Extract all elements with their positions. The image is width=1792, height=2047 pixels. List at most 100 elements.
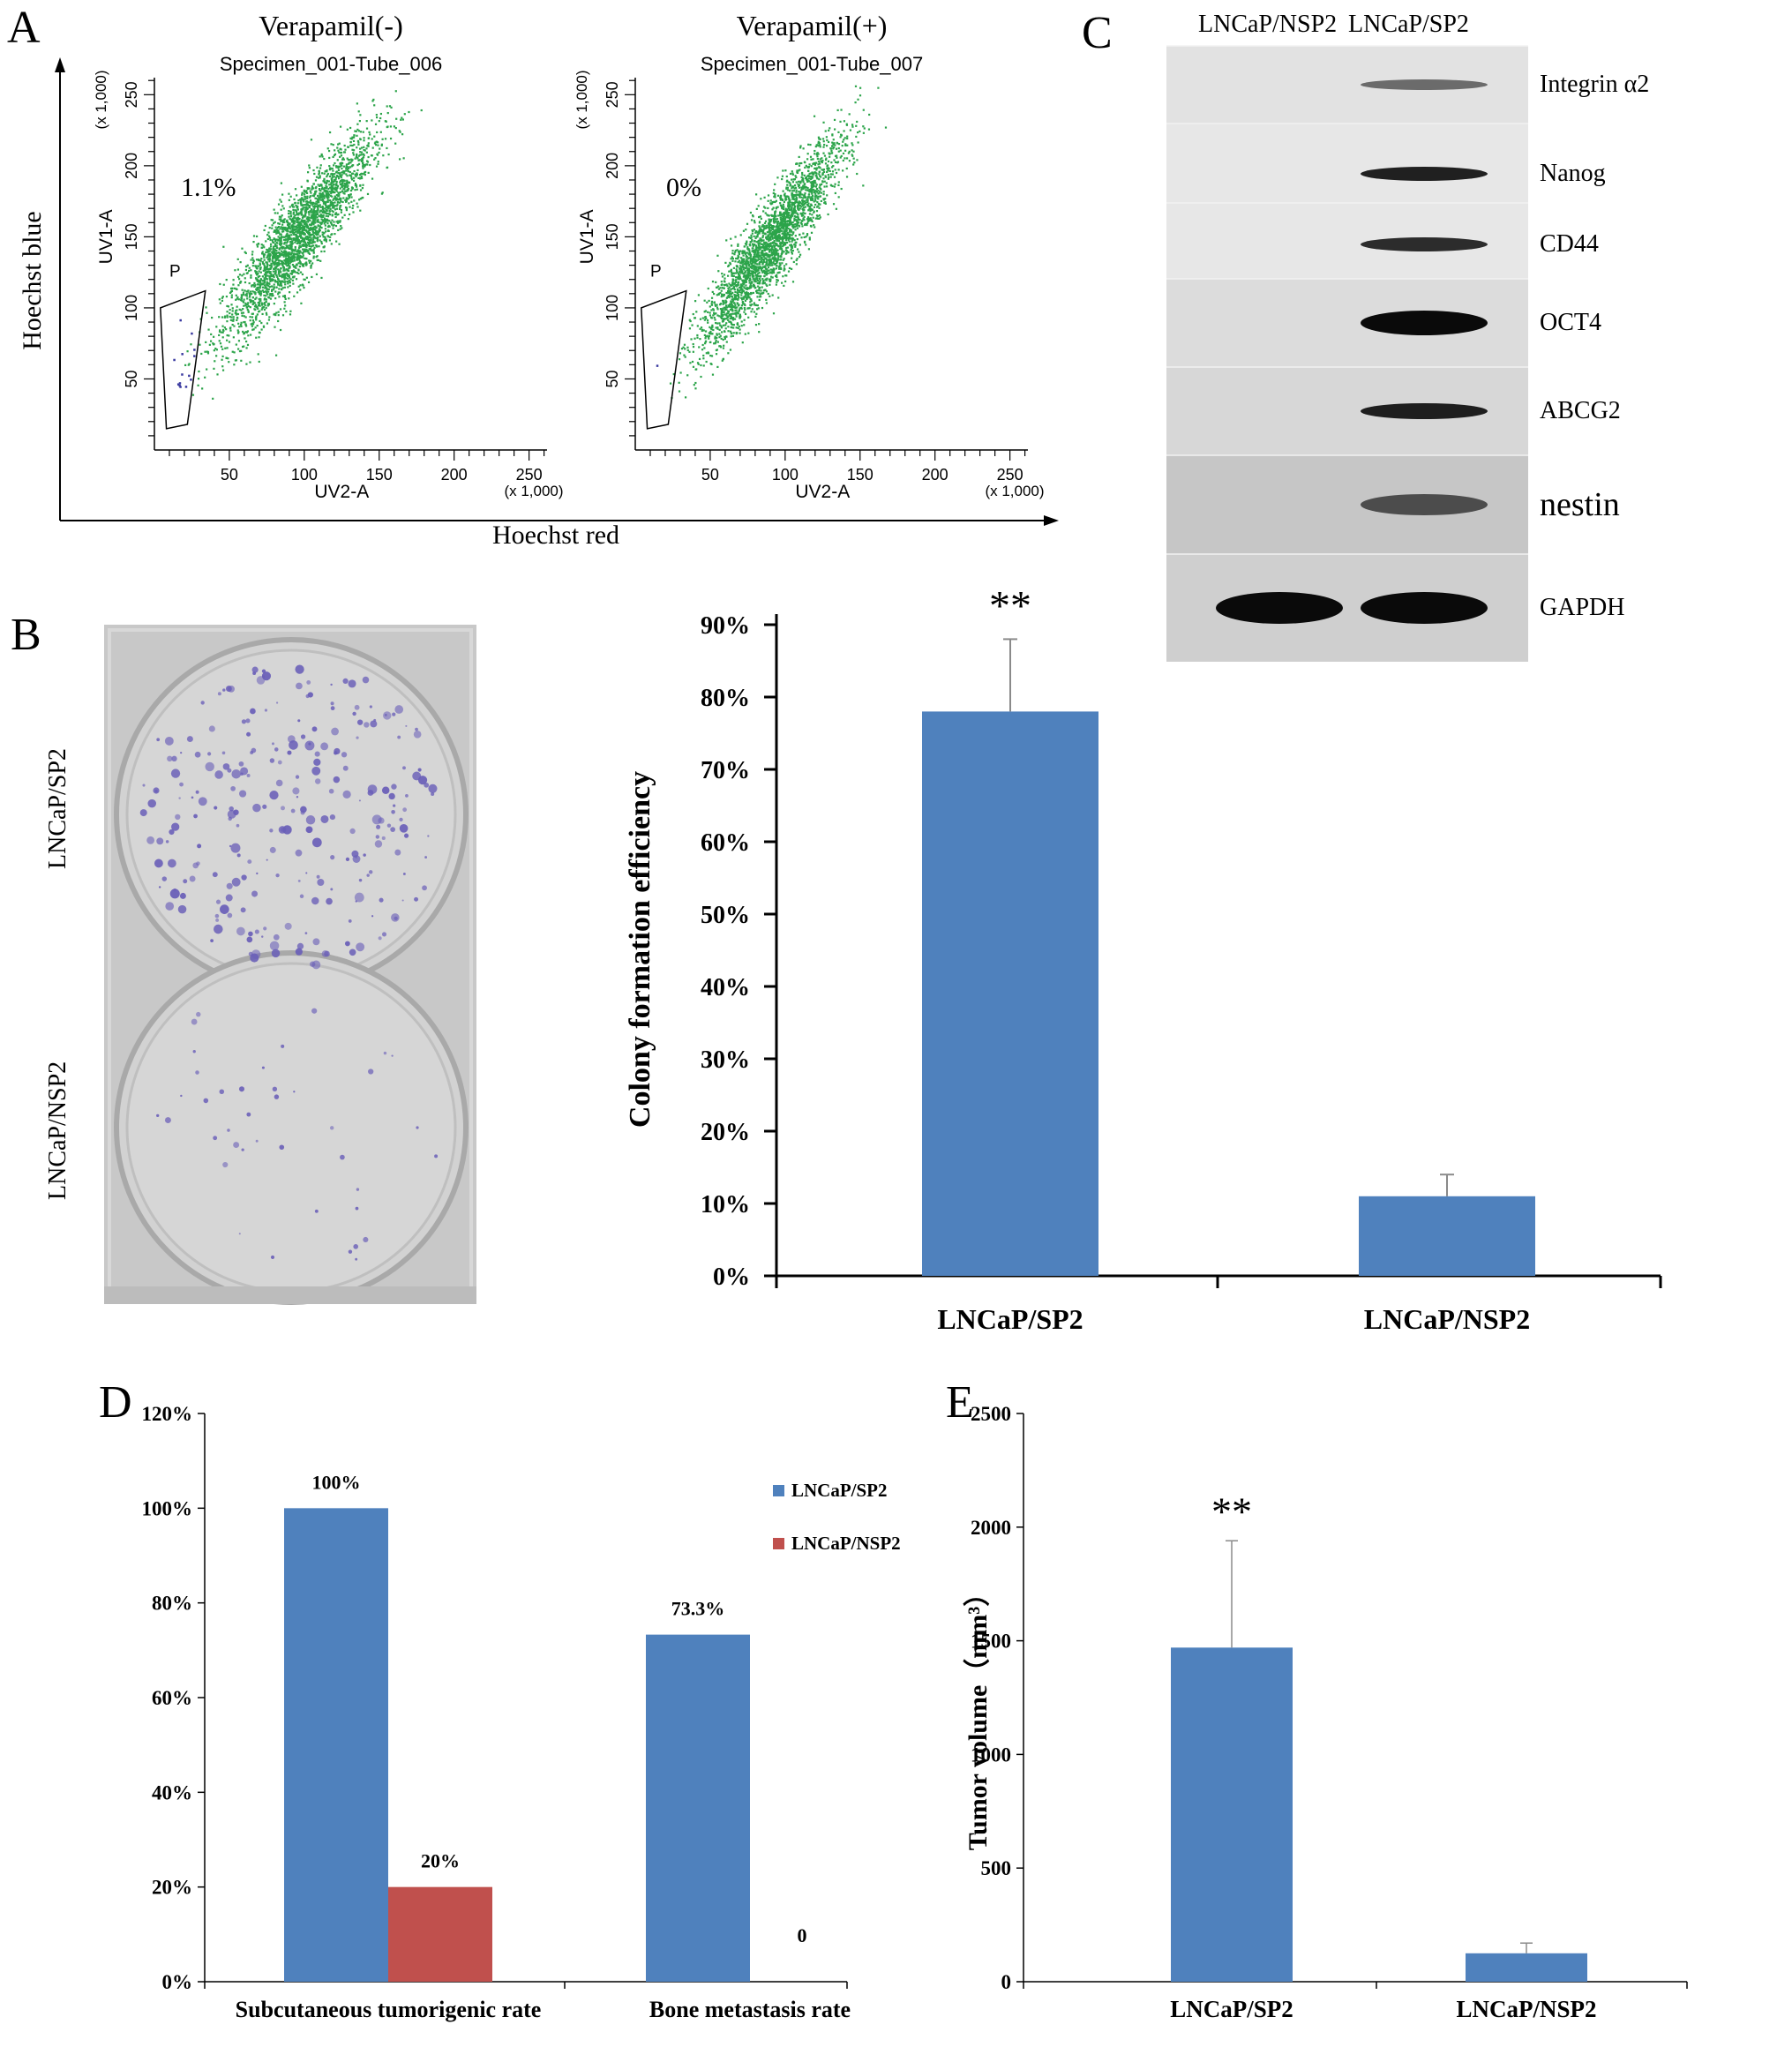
flow-plot-title: Verapamil(+) (737, 10, 888, 41)
blot-row (1166, 367, 1528, 455)
flow-y-tick: 100 (604, 295, 621, 321)
y-tick-label: 2000 (971, 1517, 1011, 1539)
blot-band (1361, 403, 1488, 419)
y-tick-label: 60% (152, 1687, 192, 1709)
flow-x-axis-label: UV2-A (795, 482, 850, 502)
blot-band (1361, 494, 1488, 515)
legend-swatch (773, 1485, 784, 1496)
flow-x-title: Hoechst red (492, 521, 619, 550)
y-tick-label: 0% (713, 1263, 750, 1291)
flow-y-tick: 50 (123, 370, 140, 387)
blot-band-label: CD44 (1540, 230, 1599, 259)
blot-row (1166, 203, 1528, 279)
flow-x-tick: 250 (997, 466, 1023, 484)
flow-y-axis-label: UV1-A (96, 209, 116, 264)
flow-gate-percent: 0% (666, 173, 701, 202)
flow-y-tick: 200 (604, 153, 621, 179)
flow-x-tick: 200 (441, 466, 468, 484)
flow-x-axis-label: UV2-A (314, 482, 369, 502)
blot-band (1361, 79, 1488, 90)
x-tick-label: LNCaP/SP2 (937, 1303, 1083, 1335)
flow-gate-label: P (650, 262, 662, 281)
bar (1466, 1953, 1587, 1982)
legend-swatch (773, 1538, 784, 1549)
flow-x-tick: 50 (701, 466, 719, 484)
flow-scatter-points (656, 86, 887, 399)
blot-band (1361, 592, 1488, 624)
flow-plot-subtitle: Specimen_001-Tube_007 (701, 53, 923, 75)
blot-band (1361, 167, 1488, 181)
flow-x-tick: 200 (922, 466, 948, 484)
flow-y-scale-note: (x 1,000) (574, 70, 590, 129)
plate-label-nsp2: LNCaP/NSP2 (44, 1129, 79, 1165)
flow-plot-subtitle: Specimen_001-Tube_006 (220, 53, 442, 75)
flow-x-tick: 150 (847, 466, 874, 484)
y-tick-label: 100% (142, 1497, 193, 1519)
bar (1359, 1196, 1535, 1276)
x-tick-label: LNCaP/SP2 (1170, 1996, 1293, 2022)
flow-x-tick: 250 (516, 466, 543, 484)
bar (922, 711, 1098, 1276)
y-tick-label: 500 (981, 1857, 1012, 1879)
y-axis-title: Tumor volume（mm³） (963, 1580, 993, 1851)
y-axis-title: Colony formation efficiency (624, 771, 656, 1128)
blot-band (1361, 237, 1488, 251)
blot-row (1166, 554, 1528, 662)
blot-row (1166, 279, 1528, 367)
flow-x-scale-note: (x 1,000) (985, 483, 1044, 499)
data-label: 100% (312, 1471, 361, 1493)
blot-band-label: Nanog (1540, 160, 1606, 188)
flow-scatter-points (173, 90, 422, 400)
y-tick-label: 50% (701, 902, 750, 929)
y-tick-label: 60% (701, 829, 750, 857)
bar (284, 1508, 388, 1982)
tumorigenic-rate-chart: 0%20%40%60%80%100%120%100%73.3%20%0Subcu… (88, 1376, 935, 2047)
y-tick-label: 20% (701, 1119, 750, 1146)
flow-y-tick: 250 (604, 81, 621, 108)
blot-band-label: Integrin α2 (1540, 71, 1649, 99)
y-tick-label: 40% (152, 1781, 192, 1803)
blot-column-sp2: LNCaP/SP2 (1348, 11, 1469, 39)
y-tick-label: 0% (162, 1971, 193, 1993)
data-label: 20% (421, 1850, 460, 1872)
x-tick-label: Bone metastasis rate (649, 1997, 851, 2022)
flow-y-tick: 150 (604, 223, 621, 250)
flow-gate-percent: 1.1% (181, 173, 236, 202)
flow-y-axis-label: UV1-A (577, 209, 597, 264)
flow-y-title: Hoechst blue (18, 211, 47, 349)
flow-gate (161, 291, 206, 429)
blot-band-label: OCT4 (1540, 309, 1601, 337)
y-tick-label: 80% (152, 1593, 192, 1615)
y-tick-label: 30% (701, 1046, 750, 1074)
flow-cytometry-panel: Hoechst blue Hoechst red Verapamil(-)Spe… (0, 0, 1076, 547)
y-tick-label: 40% (701, 974, 750, 1001)
y-tick-label: 90% (701, 612, 750, 640)
flow-y-tick: 150 (123, 223, 140, 250)
bar (1171, 1647, 1293, 1982)
flow-x-tick: 150 (366, 466, 393, 484)
flow-y-tick: 250 (123, 81, 140, 108)
bar (646, 1635, 750, 1982)
y-tick-label: 120% (142, 1403, 193, 1425)
significance-marker: ** (989, 582, 1031, 629)
blot-band-label: nestin (1540, 485, 1620, 524)
x-tick-label: Subcutaneous tumorigenic rate (236, 1997, 542, 2022)
blot-column-nsp2: LNCaP/NSP2 (1198, 11, 1337, 39)
flow-x-tick: 100 (772, 466, 799, 484)
flow-x-scale-note: (x 1,000) (504, 483, 563, 499)
legend-label: LNCaP/NSP2 (791, 1533, 901, 1554)
y-tick-label: 80% (701, 685, 750, 712)
significance-marker: ** (1211, 1488, 1252, 1533)
y-tick-label: 20% (152, 1877, 192, 1899)
x-tick-label: LNCaP/NSP2 (1364, 1303, 1530, 1335)
flow-y-scale-note: (x 1,000) (93, 70, 109, 129)
data-label: 73.3% (671, 1598, 725, 1620)
blot-band (1216, 592, 1343, 624)
blot-row (1166, 455, 1528, 554)
flow-x-tick: 50 (221, 466, 238, 484)
flow-y-tick: 200 (123, 153, 140, 179)
flow-y-tick: 50 (604, 370, 621, 387)
bar (388, 1887, 492, 1982)
